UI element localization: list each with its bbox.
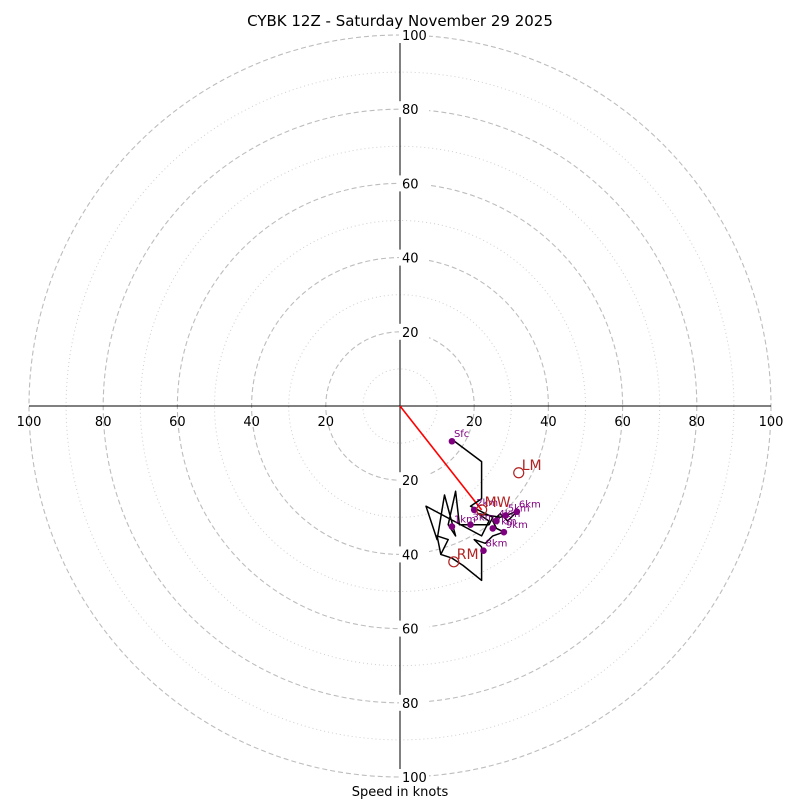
height-label-9km: 9km [506, 520, 528, 531]
speed-tick-labels: 100 80 60 40 20 20 40 60 80 100 20 20 40 40 60 60 80 80 10… [17, 27, 784, 786]
y-tick-label: 100 [402, 771, 427, 786]
tick-label-backdrop [399, 620, 429, 637]
height-point-5km [502, 512, 510, 519]
storm-motion-marker-mw [476, 504, 488, 516]
height-label-sfc: Sfc [454, 429, 469, 440]
y-tick-label: 80 [402, 697, 419, 712]
height-label-7km: 7km [495, 516, 517, 527]
tick-label-backdrop [399, 249, 429, 266]
y-tick-label: 100 [402, 29, 427, 44]
height-label-5km: 5km [508, 503, 530, 514]
x-tick-label: 20 [318, 415, 335, 430]
tick-label-backdrop [399, 175, 429, 192]
y-tick-label: 20 [402, 474, 419, 489]
storm-motion-label-rm: RM [457, 547, 479, 563]
y-tick-label: 60 [402, 623, 419, 638]
tick-label-backdrop [399, 694, 429, 711]
x-tick-label: 20 [466, 415, 483, 430]
y-tick-label: 20 [402, 326, 419, 341]
y-tick-label: 40 [402, 548, 419, 563]
storm-motion-marker-lm [513, 467, 525, 479]
tick-label-backdrop [399, 546, 429, 563]
tick-label-backdrop [399, 769, 429, 785]
x-tick-label: 40 [540, 415, 557, 430]
y-tick-label: 80 [402, 103, 419, 118]
height-point-6km [513, 508, 521, 516]
mean-wind-line [399, 405, 483, 511]
height-label-1km: 1km [454, 515, 476, 526]
mean-wind-vector [399, 405, 483, 511]
y-tick-label: 40 [402, 252, 419, 267]
x-tick-label: 60 [169, 415, 186, 430]
height-label-8km: 8km [485, 539, 507, 550]
height-point-4km [493, 517, 500, 525]
storm-motion-markers: LM MW RM [448, 458, 542, 568]
chart-title: CYBK 12Z - Saturday November 29 2025 [247, 12, 553, 30]
storm-motion-marker-rm [448, 556, 460, 568]
x-tick-label: 100 [759, 415, 784, 430]
tick-label-backdrop [399, 101, 429, 118]
height-label-4km: 4km [498, 509, 520, 520]
x-axis-label: Speed in knots [352, 785, 449, 800]
height-point-2km [470, 506, 478, 514]
height-point-sfc [448, 437, 456, 445]
height-point-8km [480, 547, 487, 554]
tick-label-backdrop [399, 27, 429, 43]
tick-label-backdrop [399, 472, 429, 489]
x-tick-label: 60 [614, 415, 631, 430]
height-point-7km [489, 525, 497, 532]
x-tick-label: 40 [243, 415, 260, 430]
x-tick-label: 80 [95, 415, 112, 430]
height-point-9km [500, 528, 508, 536]
storm-motion-label-lm: LM [522, 458, 542, 474]
x-tick-label: 100 [17, 415, 42, 430]
x-tick-label: 80 [689, 415, 706, 430]
storm-motion-label-mw: MW [485, 495, 511, 511]
y-tick-label: 60 [402, 177, 419, 192]
height-label-6km: 6km [519, 500, 541, 511]
height-label-2km: 2km [476, 498, 498, 509]
height-point-1km [448, 523, 456, 530]
height-label-3km: 3km [472, 513, 494, 524]
height-point-3km [467, 521, 474, 529]
tick-label-backdrop [399, 323, 429, 340]
